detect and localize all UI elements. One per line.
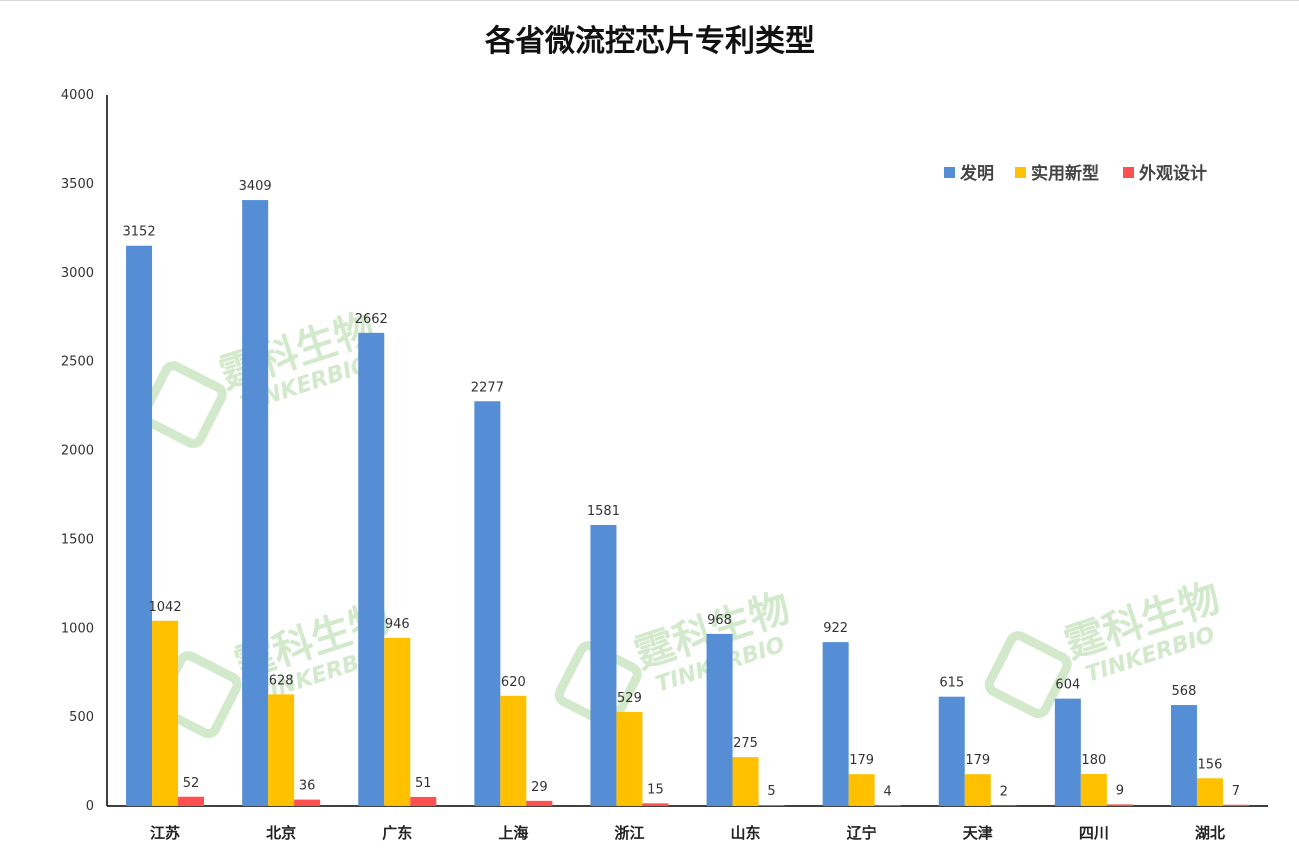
data-label: 1581: [587, 504, 620, 519]
data-label: 2277: [471, 380, 504, 395]
bar: [152, 620, 179, 806]
data-label: 52: [183, 776, 200, 791]
bar: [384, 637, 411, 806]
bar: [848, 774, 875, 806]
bar: [294, 799, 321, 806]
bar: [1196, 778, 1223, 806]
bar: [616, 711, 643, 806]
data-label: 2662: [355, 312, 388, 327]
data-label: 9: [1116, 783, 1124, 798]
data-label: 29: [531, 780, 548, 795]
data-label: 968: [707, 613, 732, 628]
legend: 发明 实用新型 外观设计: [944, 163, 1207, 184]
bar: [126, 245, 153, 806]
data-labels: 3152104252340962836266294651227762029158…: [123, 179, 1241, 800]
data-label: 4: [884, 784, 892, 799]
bar: [1222, 804, 1249, 806]
bar: [874, 805, 901, 806]
data-label: 615: [939, 676, 964, 691]
data-label: 568: [1172, 684, 1197, 699]
bar: [178, 796, 205, 806]
data-label: 620: [501, 675, 526, 690]
bar: [526, 800, 553, 806]
x-tick-label: 北京: [266, 824, 296, 842]
bar: [1080, 774, 1107, 806]
y-tick-label: 2000: [61, 444, 94, 459]
axes: 0 500 1000 1500 2000 2500 3000 3500 4000 江苏 北京 广东 上海…: [61, 88, 1268, 842]
y-tick-label: 4000: [61, 88, 94, 103]
legend-swatch: [1015, 167, 1026, 178]
legend-item: 实用新型: [1015, 163, 1099, 184]
bar: [410, 796, 437, 806]
x-tick-label: 四川: [1079, 824, 1109, 842]
legend-item: 外观设计: [1123, 163, 1207, 184]
bar: [1054, 698, 1081, 806]
legend-item: 发明: [944, 163, 994, 184]
bar: [358, 332, 385, 806]
data-label: 36: [299, 779, 316, 794]
data-label: 179: [965, 753, 990, 768]
watermark-logo-icon: [139, 361, 227, 449]
x-tick-label: 辽宁: [847, 824, 877, 842]
watermark-logo-icon: [984, 631, 1072, 719]
data-label: 180: [1081, 753, 1106, 768]
y-tick-label: 500: [69, 710, 94, 725]
data-label: 1042: [149, 600, 182, 615]
bar: [590, 524, 617, 806]
bars: [126, 200, 1249, 807]
data-label: 51: [415, 776, 432, 791]
y-tick-label: 1500: [61, 532, 94, 547]
bar: [268, 694, 295, 806]
data-label: 628: [269, 673, 294, 688]
bar: [758, 805, 785, 806]
data-label: 946: [385, 617, 410, 632]
bar: [964, 774, 991, 806]
x-tick-label: 上海: [498, 824, 528, 842]
data-label: 3409: [239, 179, 272, 194]
data-label: 7: [1232, 784, 1240, 799]
bar: [732, 757, 759, 806]
y-tick-label: 2500: [61, 355, 94, 370]
x-tick-label: 山东: [731, 824, 761, 842]
data-label: 5: [767, 784, 775, 799]
top-border: [0, 0, 1299, 1]
data-label: 275: [733, 736, 758, 751]
data-label: 604: [1055, 678, 1080, 693]
x-tick-label: 浙江: [614, 824, 644, 842]
y-tick-label: 1000: [61, 621, 94, 636]
bar: [938, 696, 965, 806]
legend-label: 实用新型: [1031, 163, 1099, 184]
legend-label: 发明: [959, 163, 994, 184]
x-tick-label: 天津: [963, 824, 993, 842]
data-label: 156: [1198, 757, 1223, 772]
x-tick-label: 江苏: [150, 824, 180, 842]
bar: [822, 642, 849, 806]
data-label: 529: [617, 691, 642, 706]
bar: [642, 803, 669, 806]
bar: [706, 633, 733, 806]
y-tick-label: 3500: [61, 177, 94, 192]
legend-swatch: [1123, 167, 1134, 178]
legend-label: 外观设计: [1139, 163, 1207, 184]
chart-title: 各省微流控芯片专利类型: [484, 24, 815, 59]
data-label: 2: [1000, 785, 1008, 800]
bar: [1170, 705, 1197, 806]
x-tick-label: 湖北: [1195, 824, 1225, 842]
data-label: 15: [647, 782, 664, 797]
x-tick-label: 广东: [382, 824, 412, 842]
bar: [474, 401, 501, 806]
bar: [1106, 804, 1133, 806]
bar: [500, 695, 527, 806]
data-label: 922: [823, 621, 848, 636]
y-tick-label: 0: [86, 799, 94, 814]
bar: [242, 200, 269, 807]
legend-swatch: [944, 167, 955, 178]
data-label: 179: [849, 753, 874, 768]
y-tick-label: 3000: [61, 266, 94, 281]
data-label: 3152: [123, 225, 156, 240]
